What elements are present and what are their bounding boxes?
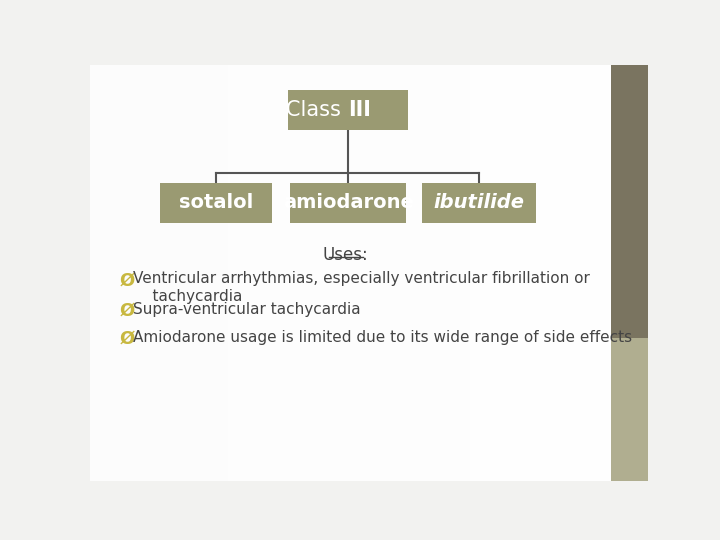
FancyBboxPatch shape: [422, 183, 536, 222]
FancyBboxPatch shape: [287, 90, 408, 130]
Text: amiodarone: amiodarone: [283, 193, 413, 212]
Text: ibutilide: ibutilide: [433, 193, 525, 212]
Text: Supra-ventricular tachycardia: Supra-ventricular tachycardia: [133, 302, 361, 317]
Bar: [611, 65, 648, 338]
FancyBboxPatch shape: [160, 183, 272, 222]
Text: Ventricular arrhythmias, especially ventricular fibrillation or
    tachycardia: Ventricular arrhythmias, especially vent…: [133, 271, 590, 303]
Text: sotalol: sotalol: [179, 193, 253, 212]
Bar: [611, 338, 648, 481]
Text: Amiodarone usage is limited due to its wide range of side effects: Amiodarone usage is limited due to its w…: [133, 330, 633, 345]
FancyBboxPatch shape: [290, 183, 406, 222]
Text: Uses:: Uses:: [323, 246, 369, 264]
Text: III: III: [348, 100, 371, 120]
Text: Ø: Ø: [120, 271, 135, 289]
Text: Class: Class: [286, 100, 348, 120]
Text: Ø: Ø: [120, 302, 135, 320]
Text: Ø: Ø: [120, 330, 135, 348]
